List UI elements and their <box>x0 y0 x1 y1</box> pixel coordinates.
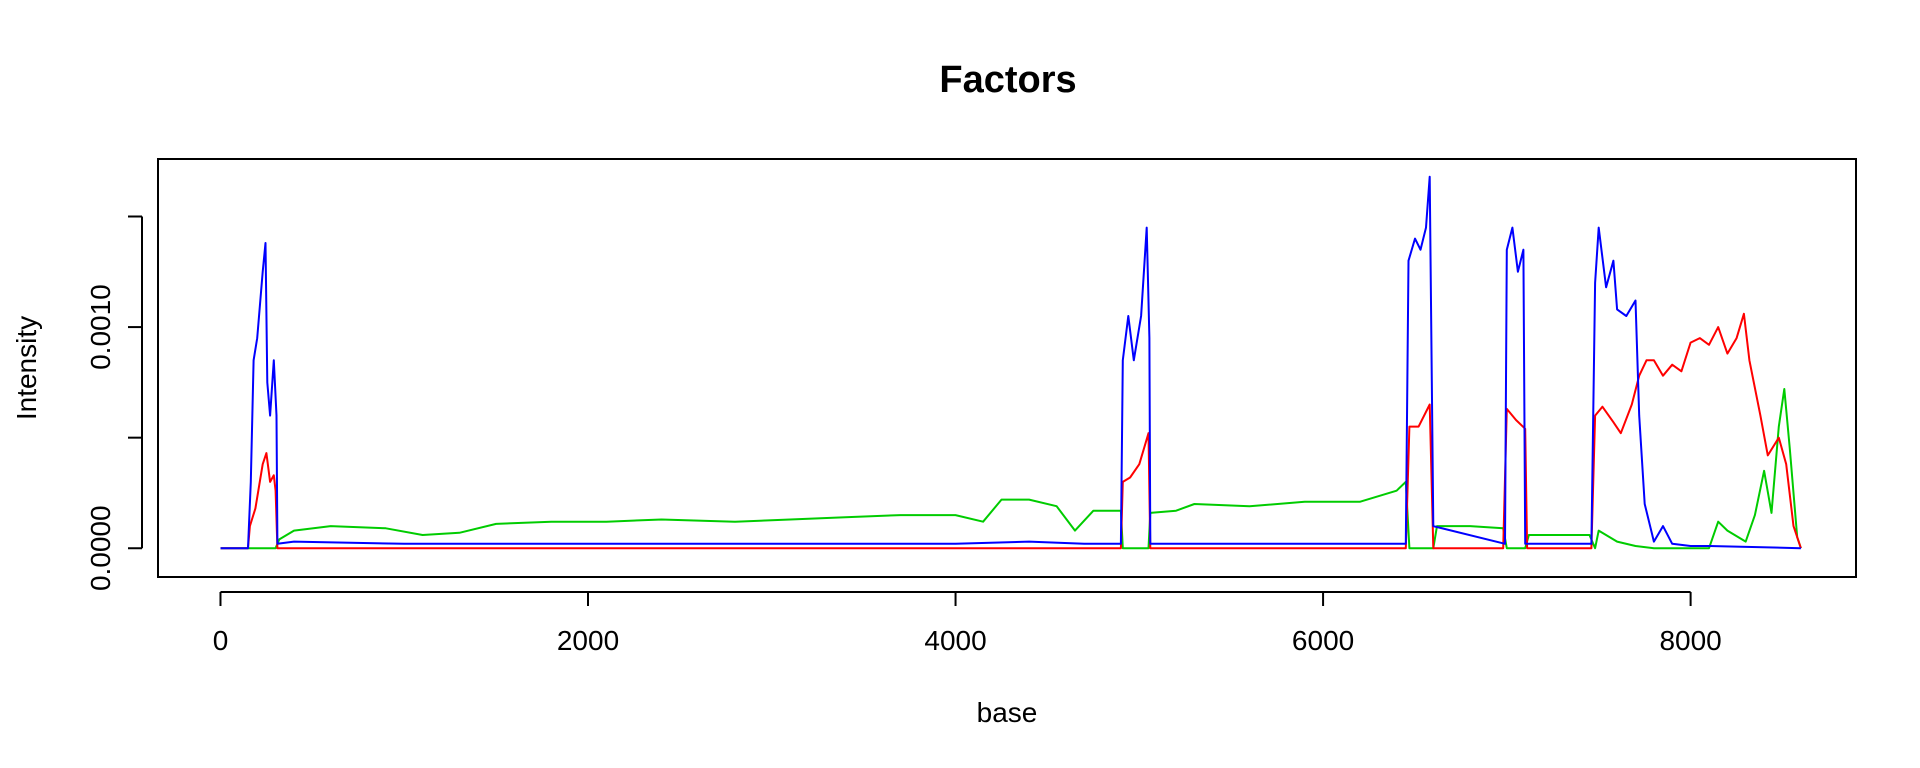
series-line-1 <box>220 388 1802 550</box>
plot-frame <box>157 158 1857 578</box>
x-tick-label: 0 <box>213 625 229 656</box>
chart-title: Factors <box>939 59 1076 101</box>
y-axis-label: Intensity <box>11 316 42 420</box>
y-tick-label: 0.0010 <box>85 284 116 370</box>
series-layer <box>220 175 1802 550</box>
x-tick-label: 8000 <box>1659 625 1721 656</box>
x-tick-label: 4000 <box>924 625 986 656</box>
y-tick-label: 0.0000 <box>85 505 116 591</box>
series-line-3 <box>220 175 1801 550</box>
x-tick-label: 6000 <box>1292 625 1354 656</box>
series-line-2 <box>220 312 1802 550</box>
x-axis-label: base <box>977 697 1038 728</box>
x-axis: 0 2000 4000 6000 8000 <box>213 591 1722 656</box>
y-axis: 0.0000 0.0010 <box>85 215 143 591</box>
x-tick-label: 2000 <box>557 625 619 656</box>
